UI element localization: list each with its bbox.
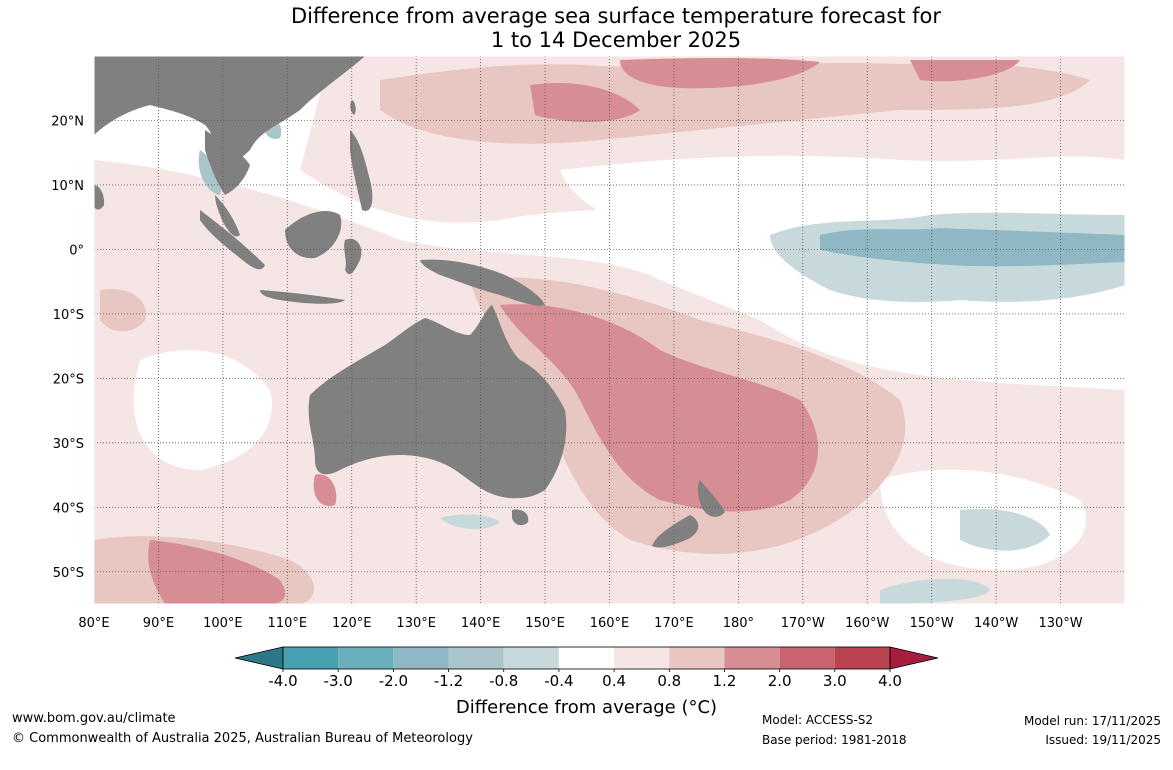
- colorbar-tick-label: 0.8: [657, 672, 681, 690]
- longitude-tick-label: 160°W: [845, 616, 889, 631]
- longitude-tick-labels: 80°E 90°E 100°E 110°E 120°E 130°E 140°E 150°E 16…: [78, 616, 1082, 631]
- longitude-tick-label: 130°W: [1038, 616, 1082, 631]
- colorbar-tick-label: -3.0: [324, 672, 353, 690]
- longitude-tick-label: 130°E: [396, 616, 436, 631]
- latitude-tick-label: 20°N: [51, 114, 84, 129]
- colorbar-extend-low: [234, 646, 284, 670]
- longitude-tick-label: 170°W: [781, 616, 825, 631]
- latitude-tick-label: 10°N: [51, 179, 84, 194]
- land-new-zealand-north: [697, 480, 725, 517]
- longitude-tick-label: 140°E: [461, 616, 501, 631]
- longitude-tick-label: 110°E: [268, 616, 308, 631]
- colorbar-bin: [338, 647, 394, 669]
- colorbar-tick-label: -0.8: [489, 672, 518, 690]
- land-sumatra: [200, 210, 265, 270]
- longitude-tick-label: 160°E: [590, 616, 630, 631]
- longitude-tick-label: 120°E: [332, 616, 372, 631]
- title-line-2: 1 to 14 December 2025: [490, 28, 742, 52]
- colorbar-bin: [393, 647, 449, 669]
- land-indochina: [205, 130, 250, 195]
- latitude-tick-label: 40°S: [53, 501, 84, 516]
- latitude-tick-label: 0°: [69, 243, 84, 258]
- latitude-tick-label: 10°S: [53, 308, 84, 323]
- title-line-1: Difference from average sea surface temp…: [291, 4, 941, 28]
- chart-title: Difference from average sea surface temp…: [0, 4, 1173, 52]
- anomaly-region-cool-south-tasman: [440, 514, 500, 530]
- longitude-tick-label: 150°W: [910, 616, 954, 631]
- anomaly-region-strong-warm-bight: [313, 474, 337, 506]
- longitude-tick-label: 100°E: [203, 616, 243, 631]
- longitude-tick-label: 80°E: [78, 616, 109, 631]
- anomaly-region-strong-warm-tasman: [500, 304, 819, 512]
- anomaly-region-strong-warm-north-pacific: [530, 58, 1020, 122]
- land-philippines: [350, 130, 373, 211]
- anomaly-region-strong-warm-south-indian: [148, 540, 286, 604]
- land-sulawesi: [344, 238, 362, 275]
- colorbar-bin: [669, 647, 725, 669]
- land-java: [260, 290, 345, 304]
- land-tasmania: [512, 509, 529, 526]
- colorbar-tick-label: -0.4: [544, 672, 573, 690]
- colorbar-bin: [779, 647, 835, 669]
- colorbar-bin: [614, 647, 670, 669]
- land-new-guinea: [420, 259, 545, 306]
- colorbar-outline: [282, 646, 891, 670]
- longitude-tick-label: 140°W: [974, 616, 1018, 631]
- longitude-tick-label: 180°: [723, 616, 754, 631]
- colorbar: -4.0 -3.0 -2.0 -1.2 -0.8 -0.4 0.4 0.8 1.2 2.0 3.0 4…: [234, 646, 939, 690]
- footer-copyright: © Commonwealth of Australia 2025, Austra…: [12, 731, 473, 746]
- anomaly-region-cool-equatorial-pacific-core: [820, 228, 1125, 267]
- colorbar-bin: [724, 647, 780, 669]
- latitude-tick-label: 20°S: [53, 372, 84, 387]
- longitude-tick-label: 170°E: [654, 616, 694, 631]
- colorbar-tick-label: 4.0: [878, 672, 902, 690]
- model-name: Model: ACCESS-S2: [762, 713, 874, 727]
- colorbar-bin: [503, 647, 559, 669]
- latitude-tick-label: 50°S: [53, 566, 84, 581]
- map-border: [93, 55, 1126, 605]
- latitude-tick-label: 30°S: [53, 437, 84, 452]
- neutral-region-indian-ocean: [133, 350, 272, 470]
- colorbar-tick-label: -1.2: [434, 672, 463, 690]
- model-run-date: Model run: 17/11/2025: [1023, 714, 1161, 728]
- colorbar-bin: [558, 647, 615, 669]
- land-taiwan: [350, 100, 356, 115]
- colorbar-bin: [283, 647, 339, 669]
- colorbar-tick-label: -4.0: [268, 672, 297, 690]
- land-malay-peninsula: [215, 195, 240, 237]
- land-new-zealand-south: [652, 515, 699, 548]
- colorbar-bin: [834, 647, 890, 669]
- colorbar-tick-label: 3.0: [823, 672, 847, 690]
- longitude-tick-label: 150°E: [525, 616, 565, 631]
- anomaly-region-cool-southeast-pacific: [960, 508, 1050, 551]
- colorbar-tick-label: 0.4: [602, 672, 626, 690]
- land-borneo: [285, 210, 342, 259]
- colorbar-title: Difference from average (°C): [455, 697, 718, 718]
- colorbar-tick-label: 2.0: [768, 672, 792, 690]
- colorbar-extend-high: [889, 646, 939, 670]
- latitude-tick-labels: 20°N 10°N 0° 10°S 20°S 30°S 40°S 50°S: [51, 114, 84, 580]
- land-madagascar-edge: [94, 185, 105, 210]
- colorbar-tick-label: 1.2: [713, 672, 737, 690]
- anomaly-region-cool-far-southeast: [880, 578, 990, 604]
- base-period: Base period: 1981-2018: [762, 733, 907, 747]
- longitude-tick-label: 90°E: [143, 616, 174, 631]
- colorbar-tick-label: -2.0: [379, 672, 408, 690]
- footer-url[interactable]: www.bom.gov.au/climate: [12, 711, 176, 726]
- graticule: [94, 56, 1125, 604]
- colorbar-bin: [448, 647, 504, 669]
- land-asia: [94, 56, 365, 162]
- anomaly-region-warm-west-indian: [100, 289, 146, 332]
- issued-date: Issued: 19/11/2025: [1045, 733, 1161, 747]
- land-australia: [308, 305, 567, 499]
